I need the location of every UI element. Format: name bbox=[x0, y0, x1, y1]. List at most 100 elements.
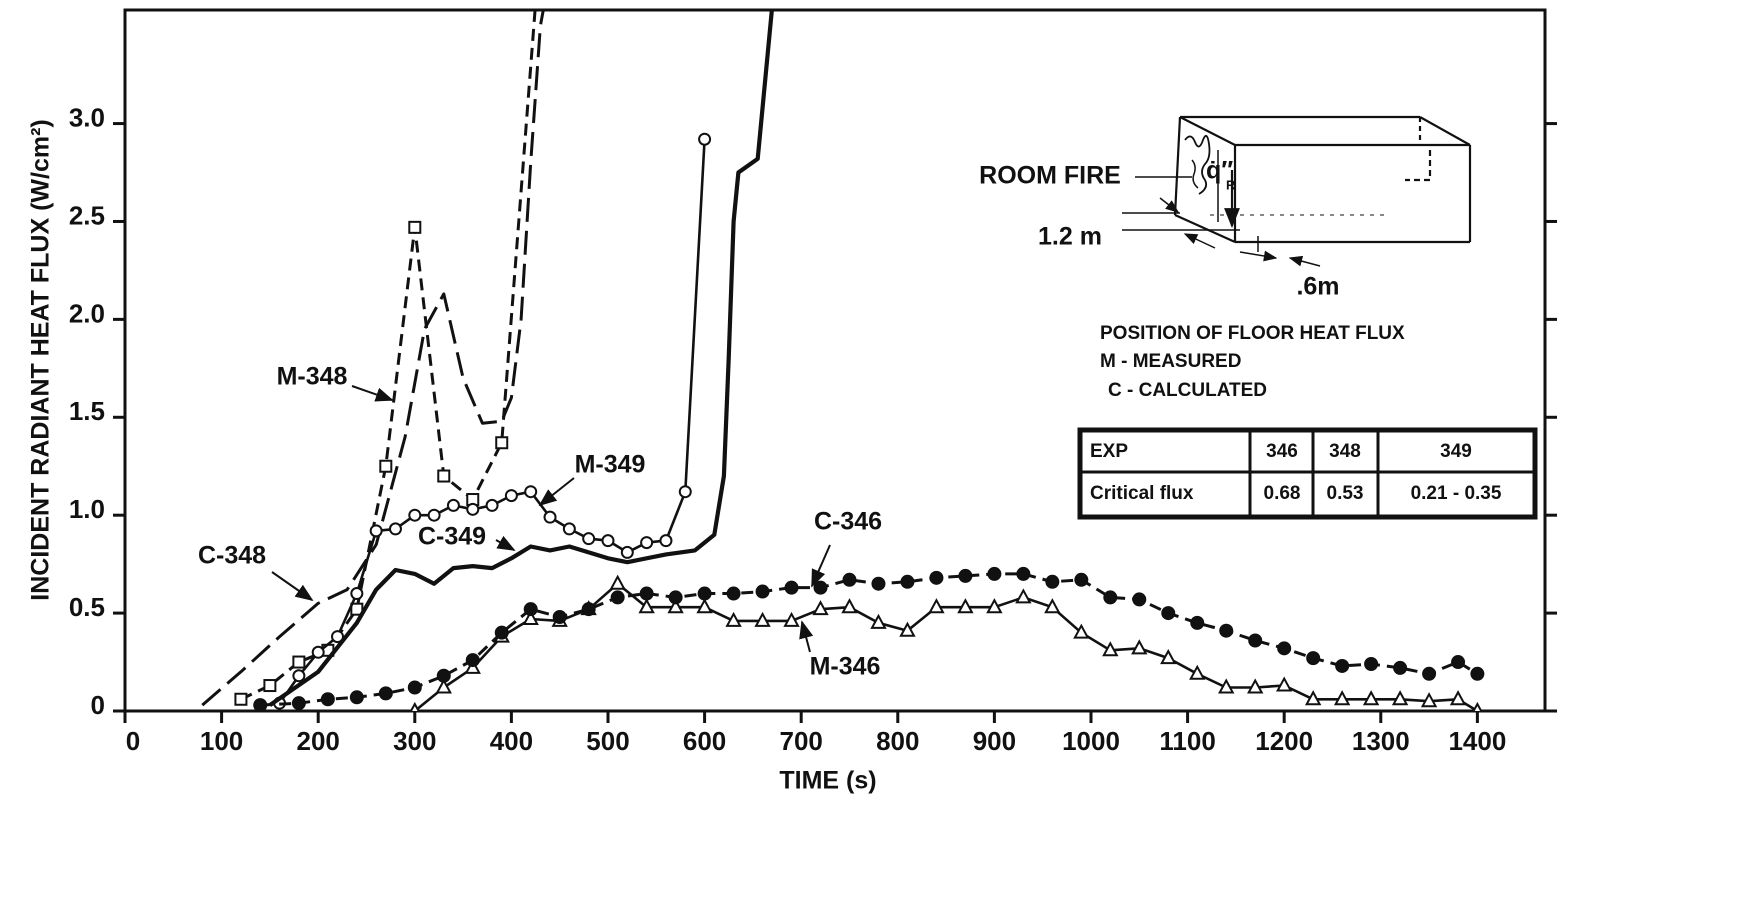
x-tick-label: 1000 bbox=[1062, 726, 1120, 756]
marker bbox=[350, 691, 363, 704]
y-tick-label: 1.0 bbox=[69, 494, 105, 524]
marker bbox=[429, 510, 440, 521]
marker bbox=[1046, 575, 1059, 588]
marker bbox=[1104, 591, 1117, 604]
marker bbox=[872, 577, 885, 590]
marker bbox=[1394, 661, 1407, 674]
marker bbox=[1471, 667, 1484, 680]
marker bbox=[641, 537, 652, 548]
x-tick-label: 1400 bbox=[1448, 726, 1506, 756]
table-cell: 0.53 bbox=[1327, 483, 1364, 504]
leader-arrow bbox=[272, 572, 312, 600]
table-cell: 0.68 bbox=[1264, 483, 1301, 504]
marker bbox=[524, 603, 537, 616]
y-tick-label: 3.0 bbox=[69, 102, 105, 132]
marker bbox=[553, 611, 566, 624]
marker bbox=[1017, 567, 1030, 580]
marker bbox=[321, 693, 334, 706]
leader-arrow bbox=[352, 386, 392, 400]
marker bbox=[264, 680, 275, 691]
marker bbox=[1191, 616, 1204, 629]
series-line bbox=[415, 584, 1478, 711]
x-tick-label: 200 bbox=[297, 726, 340, 756]
marker bbox=[611, 591, 624, 604]
marker bbox=[380, 461, 391, 472]
plot-frame bbox=[125, 10, 1545, 711]
marker bbox=[1220, 624, 1233, 637]
series-line bbox=[202, 0, 555, 705]
marker bbox=[1336, 659, 1349, 672]
table-cell: 0.21 - 0.35 bbox=[1411, 483, 1502, 504]
y-tick-label: 0 bbox=[91, 690, 105, 720]
marker bbox=[409, 510, 420, 521]
inset-fire-label: ROOM FIRE bbox=[979, 162, 1121, 190]
marker bbox=[1249, 634, 1262, 647]
x-tick-label: 900 bbox=[973, 726, 1016, 756]
inset-diagram bbox=[1122, 117, 1470, 266]
y-axis-label: INCIDENT RADIANT HEAT FLUX (W/cm²) bbox=[27, 119, 55, 600]
marker bbox=[1162, 607, 1175, 620]
x-tick-label: 400 bbox=[490, 726, 533, 756]
inset-note: M - MEASURED bbox=[1100, 351, 1241, 372]
leader-arrow bbox=[802, 622, 810, 652]
marker bbox=[371, 525, 382, 536]
y-tick-label: 2.0 bbox=[69, 298, 105, 328]
marker bbox=[901, 575, 914, 588]
marker bbox=[1278, 642, 1291, 655]
marker bbox=[495, 626, 508, 639]
marker bbox=[988, 567, 1001, 580]
marker bbox=[1133, 593, 1146, 606]
marker bbox=[313, 647, 324, 658]
series-label: M-349 bbox=[575, 451, 646, 479]
table-cell: Critical flux bbox=[1090, 483, 1194, 504]
marker bbox=[487, 500, 498, 511]
y-tick-label: 1.5 bbox=[69, 396, 105, 426]
x-tick-label: 1200 bbox=[1255, 726, 1313, 756]
marker bbox=[496, 437, 507, 448]
x-tick-label: 1300 bbox=[1352, 726, 1410, 756]
marker bbox=[448, 500, 459, 511]
y-tick-label: 0.5 bbox=[69, 592, 105, 622]
series-label: C-346 bbox=[814, 508, 882, 536]
marker bbox=[390, 523, 401, 534]
inset-offset-label: .6m bbox=[1296, 273, 1339, 301]
marker bbox=[466, 654, 479, 667]
x-tick-label: 700 bbox=[779, 726, 822, 756]
x-tick-label: 100 bbox=[200, 726, 243, 756]
marker bbox=[583, 533, 594, 544]
marker bbox=[959, 569, 972, 582]
marker bbox=[1452, 692, 1465, 704]
chart: TIME (s) INCIDENT RADIANT HEAT FLUX (W/c… bbox=[0, 0, 1756, 898]
marker bbox=[525, 486, 536, 497]
x-axis-label: TIME (s) bbox=[779, 767, 876, 795]
series-line bbox=[270, 0, 774, 705]
inset-note: POSITION OF FLOOR HEAT FLUX bbox=[1100, 323, 1405, 344]
series-label: M-348 bbox=[277, 363, 348, 391]
leader-arrow bbox=[540, 478, 574, 505]
marker bbox=[1365, 658, 1378, 671]
marker bbox=[293, 657, 304, 668]
marker bbox=[1017, 590, 1030, 602]
marker bbox=[437, 669, 450, 682]
x-tick-label: 600 bbox=[683, 726, 726, 756]
series-label: C-349 bbox=[418, 523, 486, 551]
marker bbox=[727, 587, 740, 600]
x-tick-label: 500 bbox=[586, 726, 629, 756]
marker bbox=[582, 603, 595, 616]
marker bbox=[408, 681, 421, 694]
marker bbox=[756, 585, 769, 598]
marker bbox=[235, 694, 246, 705]
marker bbox=[699, 134, 710, 145]
plot-area bbox=[202, 0, 1484, 716]
marker bbox=[438, 471, 449, 482]
marker bbox=[814, 581, 827, 594]
marker bbox=[506, 490, 517, 501]
marker bbox=[698, 587, 711, 600]
marker bbox=[640, 587, 653, 600]
marker bbox=[930, 571, 943, 584]
marker bbox=[564, 523, 575, 534]
table-header-cell: EXP bbox=[1090, 441, 1128, 462]
marker bbox=[379, 687, 392, 700]
series-label: C-348 bbox=[198, 542, 266, 570]
marker bbox=[467, 504, 478, 515]
